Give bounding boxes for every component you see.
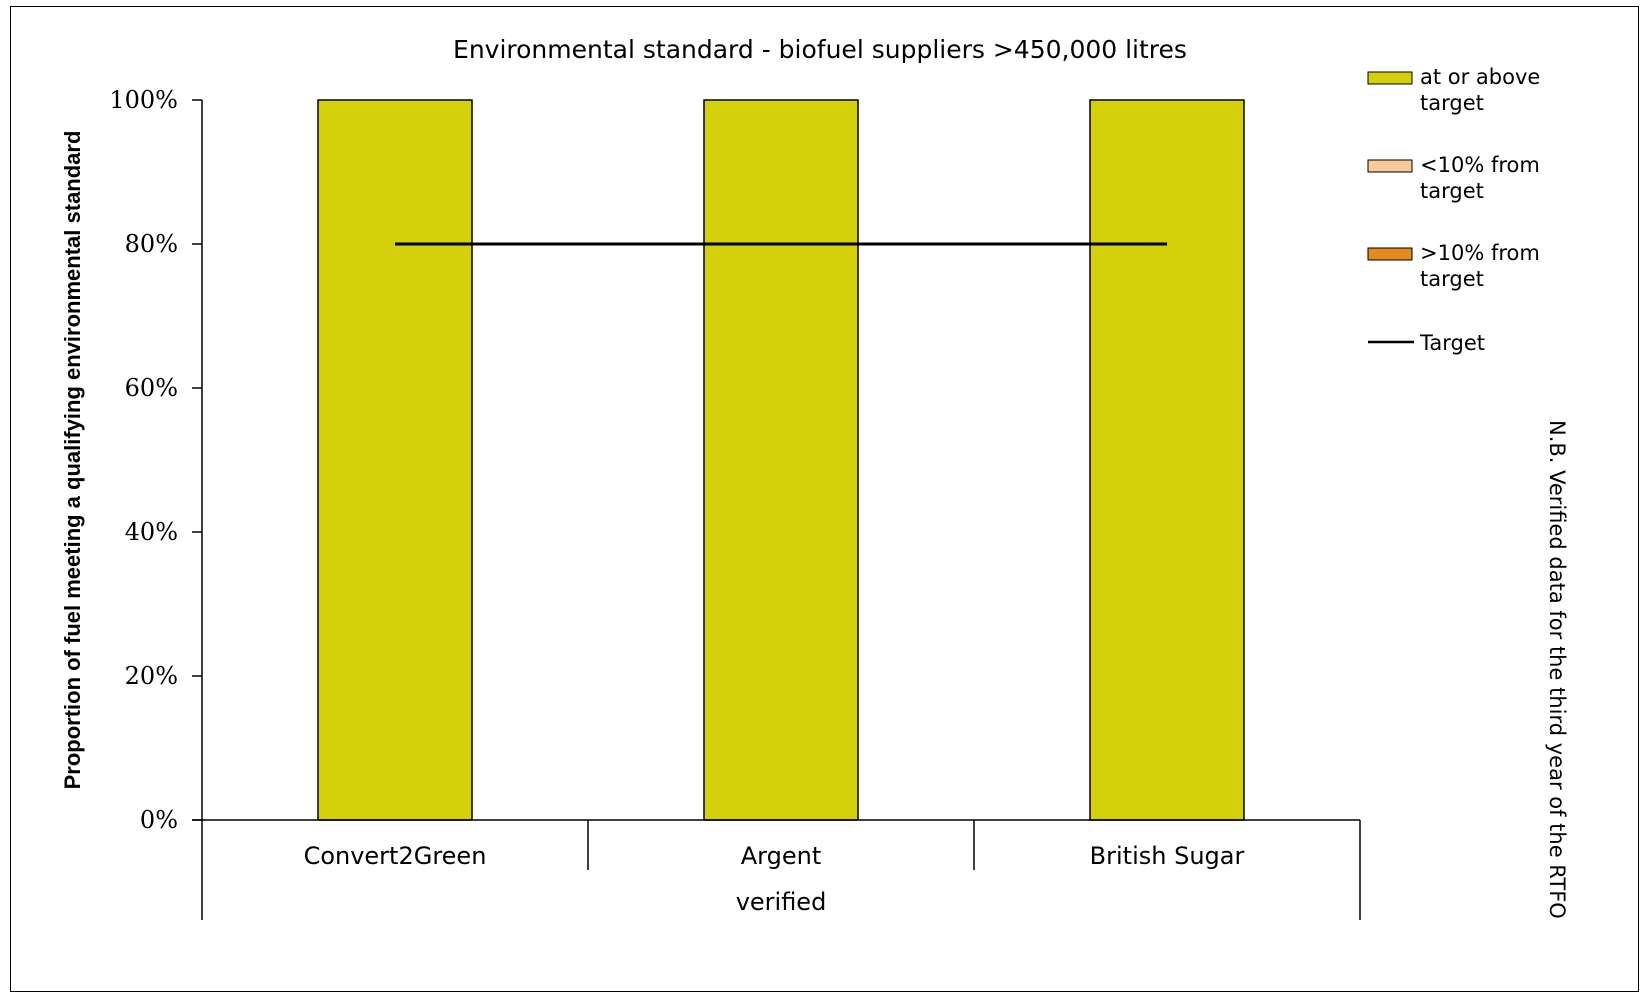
y-tick-label-2: 40% — [125, 518, 178, 546]
legend-label-1-line1: <10% from — [1420, 153, 1540, 177]
legend-label-2-line1: >10% from — [1420, 241, 1540, 265]
legend-label-1-line2: target — [1420, 179, 1484, 203]
legend-swatch-2 — [1367, 247, 1413, 261]
legend-label-2-line2: target — [1420, 267, 1484, 291]
bar-1 — [703, 99, 859, 821]
y-tick-label-5: 100% — [109, 86, 178, 114]
x-tick-label-0: Convert2Green — [304, 842, 487, 870]
x-tick-label-1: Argent — [741, 842, 821, 870]
legend-swatch-0 — [1367, 71, 1413, 85]
legend-swatch-1 — [1367, 159, 1413, 173]
y-tick-label-4: 80% — [125, 230, 178, 258]
side-note: N.B. Verified data for the third year of… — [1545, 420, 1569, 919]
x-group-label: verified — [736, 888, 827, 916]
y-tick-label-0: 0% — [140, 806, 178, 834]
y-tick-label-1: 20% — [125, 662, 178, 690]
axes-layer: 0% 20% 40% 60% 80% 100% Convert2Green Argent Bri… — [109, 86, 1361, 920]
legend-label-0-line1: at or above — [1420, 65, 1540, 89]
bars-layer — [317, 99, 1245, 821]
bar-2 — [1089, 99, 1245, 821]
legend-label-0-line2: target — [1420, 91, 1484, 115]
y-axis-label: Proportion of fuel meeting a qualifying … — [60, 131, 85, 790]
bar-0 — [317, 99, 473, 821]
x-tick-label-2: British Sugar — [1090, 842, 1245, 870]
y-tick-label-3: 60% — [125, 374, 178, 402]
legend-label-3: Target — [1419, 331, 1485, 355]
chart-title: Environmental standard - biofuel supplie… — [453, 35, 1187, 64]
